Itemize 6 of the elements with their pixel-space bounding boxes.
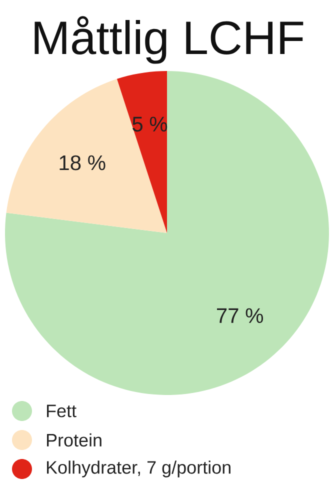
legend-label: Kolhydrater, 7 g/portion bbox=[47, 460, 230, 478]
legend-label: Protein bbox=[47, 433, 102, 447]
chart-title: Måttlig LCHF bbox=[34, 16, 304, 64]
data-label: 18 % bbox=[60, 155, 106, 170]
data-label: 77 % bbox=[217, 308, 264, 323]
legend-label: Fett bbox=[47, 404, 76, 418]
